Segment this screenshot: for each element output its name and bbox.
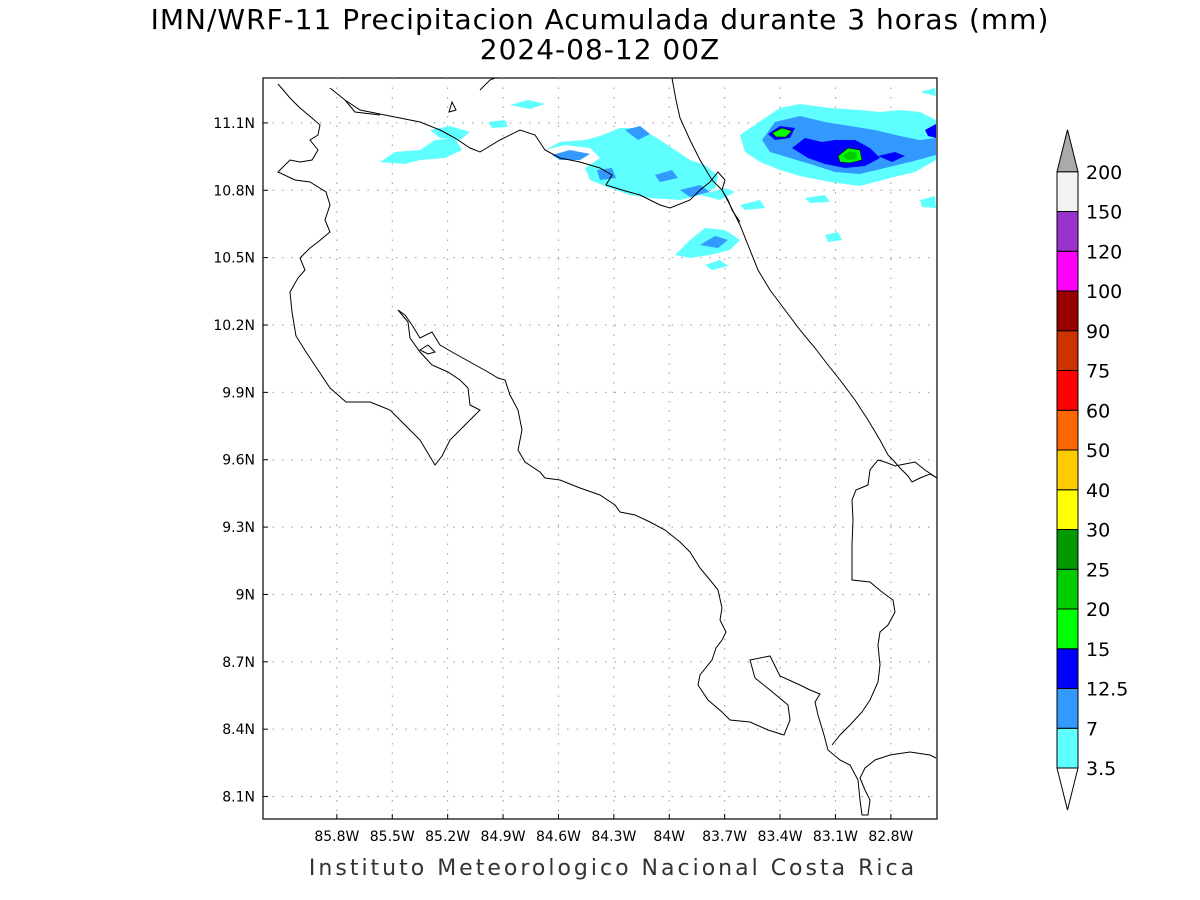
lat-tick-label: 11.1N xyxy=(213,116,255,132)
colorbar-swatch xyxy=(1056,688,1079,729)
lon-tick-label: 84W xyxy=(653,829,685,845)
colorbar-label: 200 xyxy=(1086,162,1122,184)
colorbar-label: 150 xyxy=(1086,202,1122,224)
lat-tick-label: 10.8N xyxy=(213,183,255,199)
lon-tick-label: 85.8W xyxy=(314,829,359,845)
colorbar-swatch xyxy=(1056,489,1079,530)
colorbar-label: 30 xyxy=(1086,520,1110,542)
colorbar-swatch xyxy=(1056,648,1079,689)
colorbar-swatch xyxy=(1056,727,1079,769)
lat-tick-label: 9.3N xyxy=(222,520,255,536)
longitude-axis-labels: 85.8W 85.5W 85.2W 84.9W 84.6W 84.3W 84W 83.7W 83… xyxy=(314,829,913,845)
lon-tick-label: 84.6W xyxy=(536,829,581,845)
precip-dark-green xyxy=(842,151,857,160)
colorbar-label: 3.5 xyxy=(1086,758,1116,780)
colorbar-label: 100 xyxy=(1086,281,1122,303)
colorbar-label: 12.5 xyxy=(1086,679,1128,701)
lat-tick-label: 10.2N xyxy=(213,318,255,334)
colorbar-label: 90 xyxy=(1086,321,1110,343)
colorbar-swatch xyxy=(1056,608,1079,650)
colorbar-swatch xyxy=(1056,409,1079,451)
colorbar-swatch xyxy=(1056,449,1079,491)
lon-tick-label: 82.8W xyxy=(868,829,913,845)
lat-tick-label: 8.1N xyxy=(222,790,255,806)
colorbar: 3.5 7 12.5 15 20 25 30 40 50 60 75 90 100 120 150 200 xyxy=(1056,129,1128,811)
colorbar-swatch xyxy=(1056,211,1079,252)
colorbar-label: 40 xyxy=(1086,480,1110,502)
latitude-axis-labels: 11.1N 10.8N 10.5N 10.2N 9.9N 9.6N 9.3N 9N 8.7N 8.… xyxy=(213,116,255,806)
colorbar-swatch xyxy=(1056,370,1079,411)
lon-tick-label: 83.7W xyxy=(702,829,747,845)
credit-footer: Instituto Meteorologico Nacional Costa R… xyxy=(308,856,918,881)
lon-tick-label: 85.2W xyxy=(425,829,470,845)
colorbar-label: 7 xyxy=(1086,718,1098,740)
colorbar-swatch xyxy=(1056,568,1079,610)
colorbar-swatch xyxy=(1056,250,1079,292)
lon-tick-label: 83.4W xyxy=(758,829,803,845)
colorbar-swatch xyxy=(1056,529,1079,570)
colorbar-label: 75 xyxy=(1086,361,1110,383)
lat-tick-label: 9.9N xyxy=(222,385,255,401)
colorbar-label: 15 xyxy=(1086,639,1110,661)
lon-tick-label: 84.3W xyxy=(591,829,636,845)
map-title: IMN/WRF-11 Precipitacion Acumulada duran… xyxy=(150,3,1050,36)
colorbar-max-arrow xyxy=(1056,129,1079,173)
colorbar-label: 60 xyxy=(1086,400,1110,422)
lon-tick-label: 84.9W xyxy=(481,829,526,845)
lat-tick-label: 8.7N xyxy=(222,655,255,671)
coastline-and-borders xyxy=(277,77,938,816)
lat-tick-label: 10.5N xyxy=(213,251,255,267)
lon-tick-label: 83.1W xyxy=(813,829,858,845)
map-subtitle-datetime: 2024-08-12 00Z xyxy=(479,33,721,66)
lat-tick-label: 8.4N xyxy=(222,722,255,738)
lon-tick-label: 85.5W xyxy=(370,829,415,845)
lat-tick-label: 9N xyxy=(236,587,255,603)
colorbar-min-arrow xyxy=(1056,767,1079,811)
lat-tick-label: 9.6N xyxy=(222,453,255,469)
colorbar-swatch xyxy=(1056,290,1079,332)
colorbar-label: 20 xyxy=(1086,599,1110,621)
colorbar-swatch xyxy=(1056,330,1079,371)
colorbar-label: 25 xyxy=(1086,559,1110,581)
graticule xyxy=(263,78,937,819)
colorbar-label: 120 xyxy=(1086,241,1122,263)
colorbar-label: 50 xyxy=(1086,440,1110,462)
colorbar-swatch xyxy=(1056,171,1079,212)
